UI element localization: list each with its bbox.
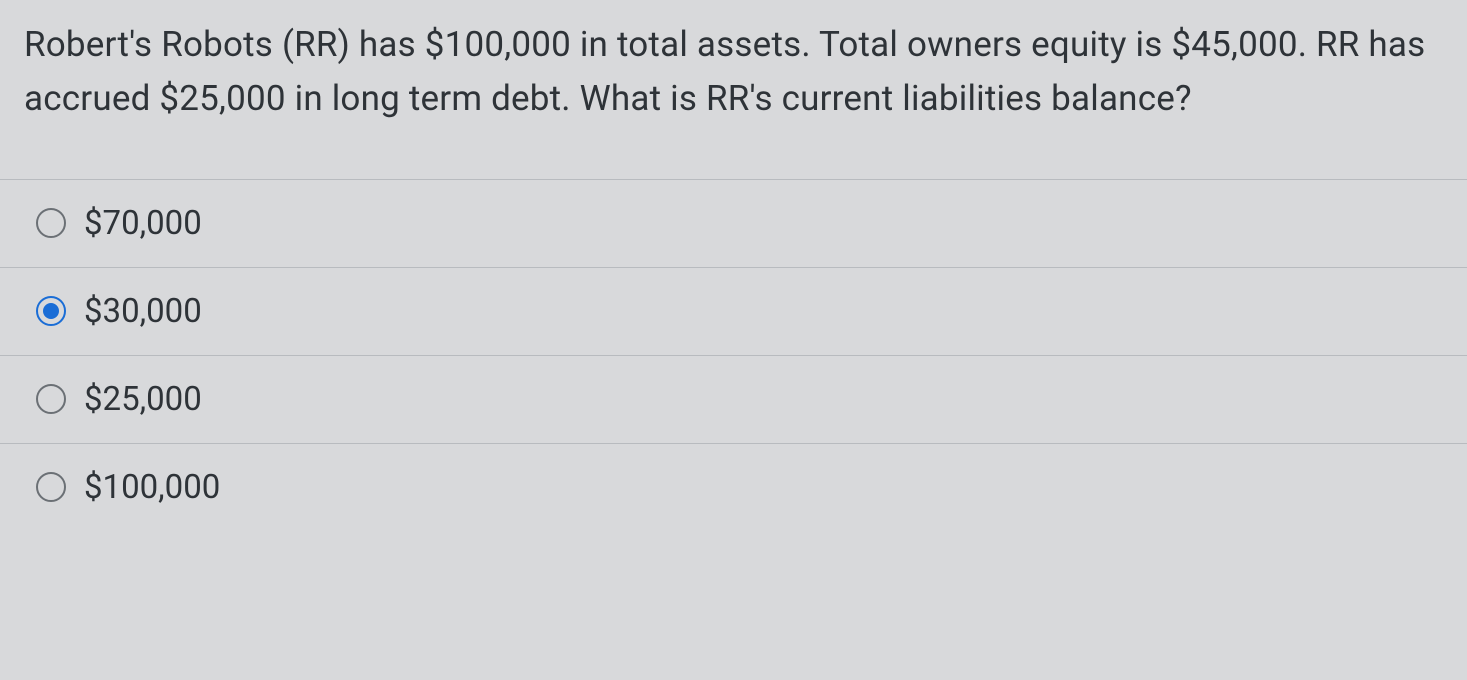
radio-button[interactable] [36,296,66,326]
radio-button[interactable] [36,208,66,238]
option-label: $30,000 [84,292,202,331]
option-row[interactable]: $100,000 [0,443,1467,531]
option-label: $70,000 [84,204,202,243]
option-row[interactable]: $70,000 [0,179,1467,267]
option-row[interactable]: $25,000 [0,355,1467,443]
option-label: $100,000 [84,468,220,507]
radio-dot-icon [43,303,59,319]
option-row[interactable]: $30,000 [0,267,1467,355]
question-container: Robert's Robots (RR) has $100,000 in tot… [0,0,1467,127]
options-container: $70,000 $30,000 $25,000 $100,000 [0,179,1467,531]
question-text: Robert's Robots (RR) has $100,000 in tot… [24,18,1443,127]
option-label: $25,000 [84,380,202,419]
radio-button[interactable] [36,472,66,502]
radio-button[interactable] [36,384,66,414]
